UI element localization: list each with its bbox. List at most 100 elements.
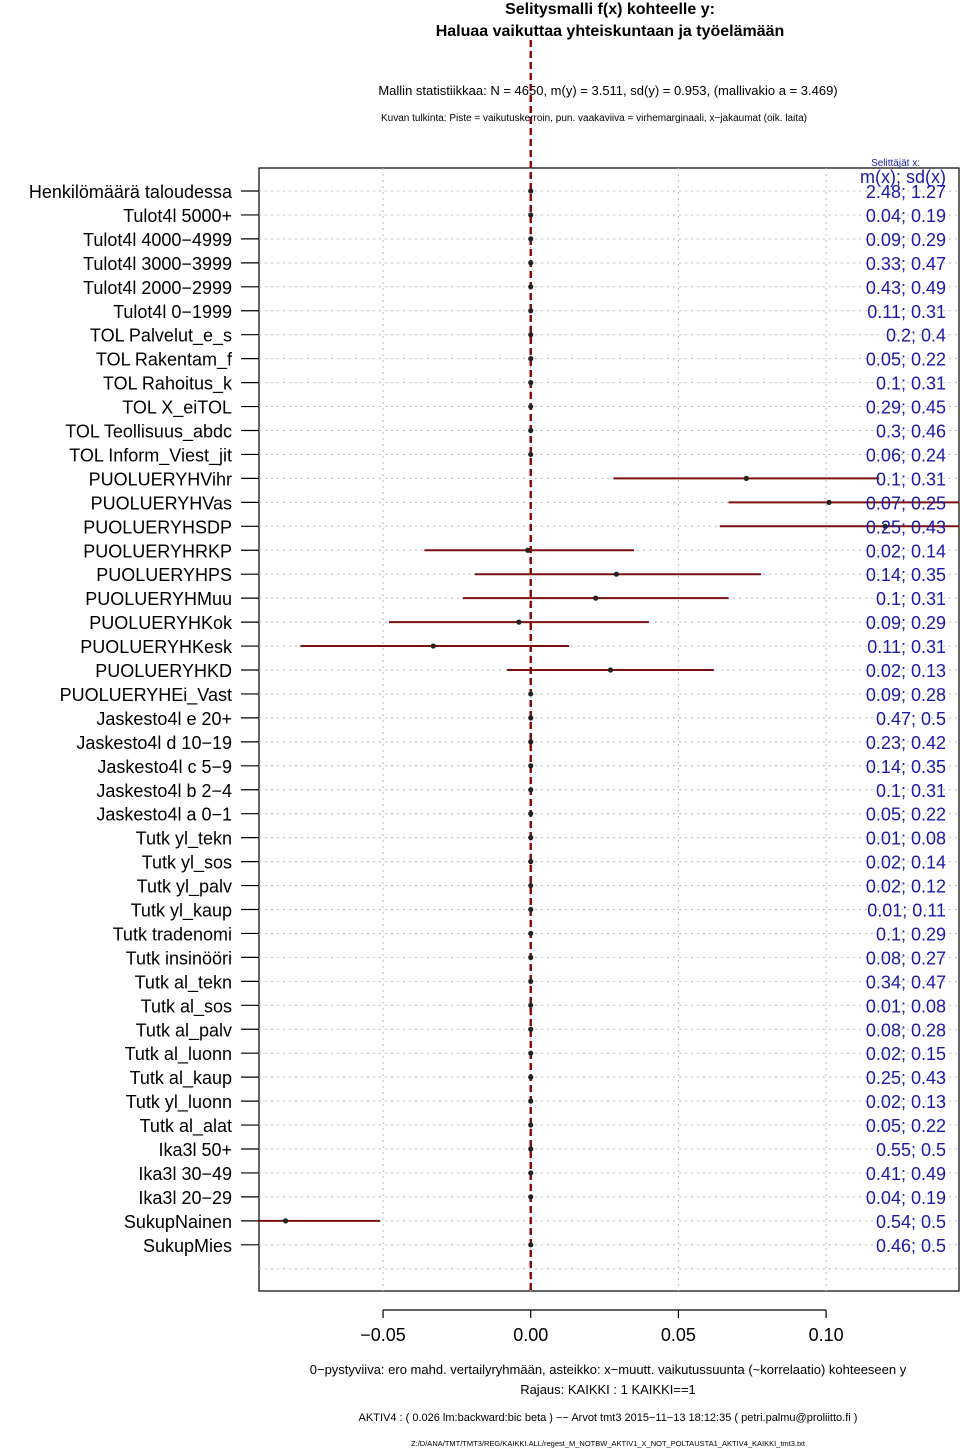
coef-point: [528, 906, 534, 913]
row-stats: 0.09; 0.29: [866, 230, 946, 250]
row-label: PUOLUERYHKesk: [80, 637, 233, 657]
coef-point: [528, 236, 534, 242]
row-stats: 0.34; 0.47: [866, 972, 946, 992]
grid-layer: [259, 168, 959, 1291]
row-stats: 0.23; 0.42: [866, 733, 946, 753]
row-label: Tutk tradenomi: [113, 924, 232, 944]
coef-point: [528, 1098, 534, 1104]
row-stats: 0.02; 0.14: [866, 541, 946, 561]
row-label: Tulot4l 3000−3999: [83, 254, 232, 274]
row-label: Ika3l 20−29: [138, 1188, 232, 1208]
coef-point: [528, 380, 534, 386]
row-stats: 2.48; 1.27: [866, 182, 946, 202]
row-label: Tutk al_alat: [140, 1116, 232, 1137]
footer-path: Z:/D/ANA/TMT/TMT3/REG/KAIKKI.ALL/regest_…: [411, 1439, 806, 1448]
row-label: Jaskesto4l d 10−19: [76, 733, 232, 753]
row-stats: 0.02; 0.13: [866, 661, 946, 681]
row-label: PUOLUERYHMuu: [85, 589, 232, 609]
coef-point: [607, 667, 614, 673]
row-label: Tulot4l 0−1999: [113, 302, 232, 322]
stats-header: m(x); sd(x): [860, 167, 946, 187]
row-label: PUOLUERYHRKP: [83, 541, 232, 561]
coef-point: [528, 451, 534, 458]
row-label: Tutk al_palv: [136, 1020, 232, 1041]
coef-point: [528, 787, 534, 793]
coef-point: [528, 284, 534, 290]
coef-point: [528, 212, 534, 218]
chart-subtitle: Haluaa vaikuttaa yhteiskuntaan ja työelä…: [436, 23, 785, 40]
coef-point: [525, 547, 531, 553]
coef-point: [528, 1242, 534, 1248]
coef-point: [516, 619, 522, 625]
row-stats: 0.05; 0.22: [866, 805, 946, 825]
coef-point: [743, 475, 749, 481]
row-stats: 0.02; 0.14: [866, 853, 946, 873]
coef-point: [528, 403, 534, 410]
row-label: PUOLUERYHPS: [96, 565, 232, 585]
footer-scope: Rajaus: KAIKKI : 1 KAIKKI==1: [520, 1382, 696, 1397]
row-label: Tulot4l 5000+: [123, 206, 232, 226]
row-stats: 0.07; 0.25: [866, 493, 946, 513]
row-stats: 0.05; 0.22: [866, 350, 946, 370]
row-label: Tulot4l 4000−4999: [83, 230, 232, 250]
row-label: Tutk yl_sos: [142, 853, 232, 874]
row-stats: 0.47; 0.5: [876, 709, 946, 729]
chart-title: Selitysmalli f(x) kohteelle y:: [505, 1, 715, 18]
row-label: Tutk insinööri: [126, 948, 232, 968]
coef-point: [528, 260, 534, 266]
reading-note: Kuvan tulkinta: Piste = vaikutuskerroin,…: [381, 113, 807, 124]
row-label: Ika3l 50+: [158, 1140, 232, 1160]
row-label: PUOLUERYHSDP: [83, 517, 232, 537]
coef-point: [528, 332, 534, 338]
coef-point: [528, 859, 534, 865]
coef-point: [528, 1122, 534, 1128]
coef-point: [593, 595, 599, 601]
coef-point: [528, 739, 534, 745]
row-stats: 0.09; 0.29: [866, 613, 946, 633]
coef-point: [528, 188, 534, 194]
coef-point: [528, 835, 534, 841]
row-stats: 0.43; 0.49: [866, 278, 946, 298]
row-stats: 0.1; 0.31: [876, 374, 946, 394]
row-stats: 0.09; 0.28: [866, 685, 946, 705]
x-tick-label: −0.05: [360, 1325, 406, 1345]
row-stats: 0.04; 0.19: [866, 1188, 946, 1208]
row-label: TOL Palvelut_e_s: [90, 326, 232, 347]
row-stats: 0.01; 0.08: [866, 829, 946, 849]
row-label: Tutk al_kaup: [130, 1068, 232, 1089]
x-axis: −0.05 0.00 0.05 0.10: [360, 1309, 844, 1345]
row-label: Jaskesto4l c 5−9: [97, 757, 232, 777]
row-stats: 0.1; 0.31: [876, 589, 946, 609]
plot-area: Henkilömäärä taloudessa 2.48; 1.27 Tulot4l…: [29, 40, 960, 1292]
row-stats: 0.08; 0.27: [866, 948, 946, 968]
row-label: Jaskesto4l a 0−1: [96, 805, 232, 825]
coef-point: [528, 356, 534, 362]
plot-frame: [258, 167, 960, 1292]
coef-point: [826, 499, 832, 505]
row-layer: Henkilömäärä taloudessa 2.48; 1.27 Tulot4l…: [29, 182, 959, 1256]
row-label: Tutk yl_tekn: [136, 829, 232, 850]
row-stats: 0.25; 0.43: [866, 1068, 946, 1088]
x-axis-label: 0−pystyviiva: ero mahd. vertailyryhmään,…: [310, 1362, 907, 1377]
row-label: TOL Rahoitus_k: [103, 374, 233, 395]
row-label: PUOLUERYHKok: [89, 613, 233, 633]
row-stats: 0.54; 0.5: [876, 1212, 946, 1232]
row-stats: 0.46; 0.5: [876, 1236, 946, 1256]
row-stats: 0.25; 0.43: [866, 517, 946, 537]
row-stats: 0.02; 0.13: [866, 1092, 946, 1112]
row-label: Jaskesto4l b 2−4: [96, 781, 232, 801]
row-label: TOL Rakentam_f: [96, 350, 233, 371]
row-label: SukupMies: [143, 1236, 232, 1256]
row-label: Tulot4l 2000−2999: [83, 278, 232, 298]
coef-point: [528, 1146, 534, 1152]
row-stats: 0.04; 0.19: [866, 206, 946, 226]
row-stats: 0.14; 0.35: [866, 565, 946, 585]
row-stats: 0.08; 0.28: [866, 1020, 946, 1040]
row-label: PUOLUERYHVas: [91, 493, 232, 513]
row-stats: 0.11; 0.31: [867, 302, 946, 322]
row-label: SukupNainen: [124, 1212, 232, 1232]
coef-point: [528, 1002, 534, 1008]
row-label: TOL X_eiTOL: [122, 398, 232, 419]
coef-point: [282, 1218, 289, 1224]
x-tick-label: 0.05: [661, 1325, 696, 1345]
